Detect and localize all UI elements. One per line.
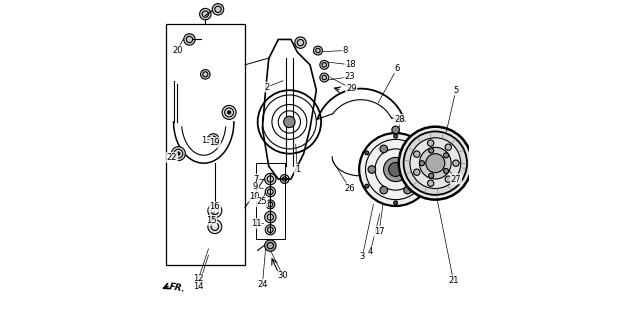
Text: 10: 10 [249,192,259,201]
Text: 8: 8 [342,46,348,55]
Text: 14: 14 [193,282,203,292]
Circle shape [212,4,224,15]
Circle shape [365,151,369,155]
Circle shape [453,160,459,166]
Circle shape [404,186,411,194]
Circle shape [320,73,329,82]
Text: 22: 22 [167,153,177,162]
Circle shape [314,46,322,55]
Circle shape [184,34,195,45]
Circle shape [208,220,222,234]
Text: 30: 30 [278,271,288,280]
Circle shape [228,111,231,114]
Text: 17: 17 [374,227,384,236]
Bar [256,163,285,239]
Text: 11: 11 [251,219,261,228]
Text: 5: 5 [453,86,459,95]
Circle shape [404,132,467,195]
Circle shape [394,134,397,138]
Text: 28: 28 [394,115,405,124]
Circle shape [443,153,449,158]
Circle shape [265,240,276,252]
Circle shape [280,175,289,183]
Circle shape [294,37,306,48]
Text: 4: 4 [368,247,373,257]
Circle shape [414,169,420,175]
Text: 24: 24 [257,280,268,289]
Text: 27: 27 [451,174,461,184]
Circle shape [428,173,434,178]
Circle shape [222,105,236,119]
Text: 12: 12 [193,275,203,284]
Text: 29: 29 [346,84,356,93]
Circle shape [423,184,427,188]
Circle shape [359,133,432,206]
Circle shape [368,166,376,173]
Text: 21: 21 [448,276,459,285]
Circle shape [394,201,397,205]
Circle shape [428,180,434,187]
Circle shape [365,184,369,188]
Circle shape [404,145,411,153]
Circle shape [443,168,449,173]
Text: 7: 7 [254,174,259,184]
Circle shape [177,152,180,155]
Circle shape [200,69,210,79]
Circle shape [265,212,276,223]
Text: 6: 6 [394,63,400,73]
Bar [166,24,245,265]
Circle shape [265,173,276,185]
Circle shape [171,147,185,161]
Text: 13: 13 [202,136,212,146]
Circle shape [410,138,461,188]
Circle shape [420,161,425,166]
Text: 9: 9 [253,182,258,191]
Text: 20: 20 [172,46,183,55]
Circle shape [266,200,275,209]
Circle shape [423,151,427,155]
Circle shape [414,151,420,157]
Circle shape [208,134,219,145]
Circle shape [265,187,275,197]
Circle shape [208,204,222,218]
Circle shape [284,116,295,128]
Text: 2: 2 [265,83,270,92]
Circle shape [265,225,275,235]
Circle shape [389,163,402,177]
Text: 26: 26 [344,184,355,193]
Circle shape [320,60,329,69]
Circle shape [428,148,434,153]
Text: 15: 15 [206,216,216,225]
Text: 18: 18 [345,60,356,69]
Circle shape [426,154,445,173]
Circle shape [399,127,472,200]
Circle shape [415,166,423,173]
Text: 25: 25 [257,197,267,206]
Text: 19: 19 [210,138,220,147]
Circle shape [428,140,434,146]
Circle shape [380,145,388,153]
Circle shape [420,147,451,179]
Circle shape [200,8,211,20]
Text: 16: 16 [210,203,220,212]
Text: 1: 1 [294,165,300,174]
Circle shape [445,144,451,150]
Circle shape [384,157,408,181]
Text: 3: 3 [360,252,365,261]
Text: 23: 23 [344,72,355,81]
Text: FR.: FR. [169,282,187,293]
Circle shape [380,186,388,194]
Circle shape [445,176,451,182]
Circle shape [392,126,399,134]
